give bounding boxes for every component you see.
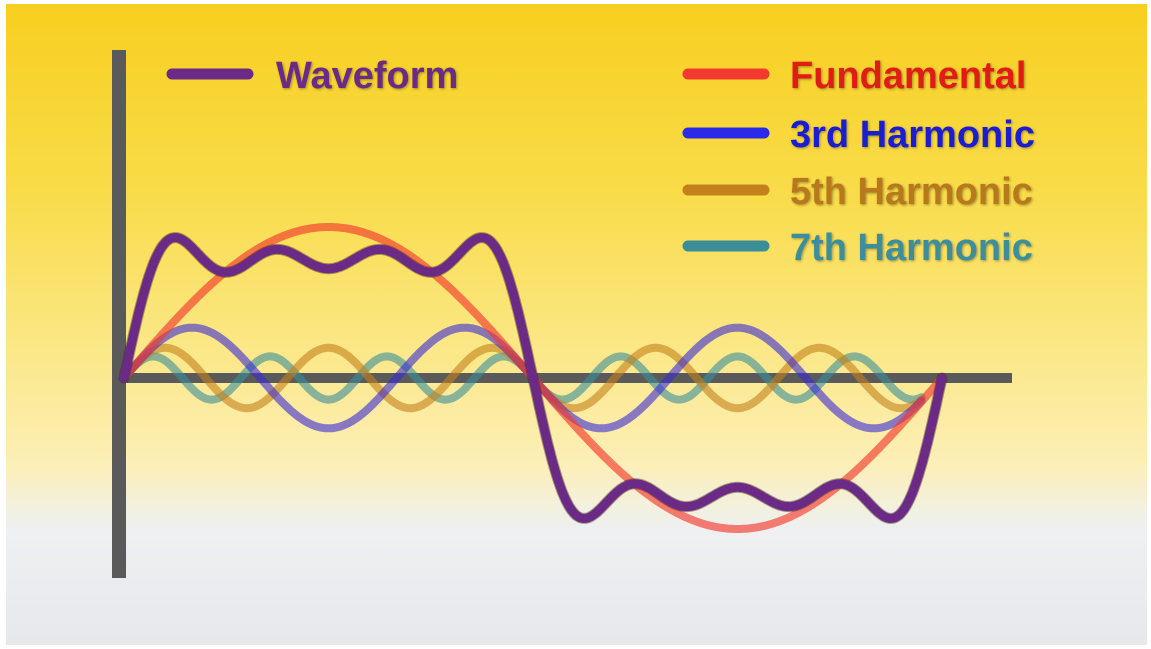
legend-label-5th-harmonic: 5th Harmonic [790,171,1033,213]
legend: Waveform Fundamental 3rd Harmonic 5th Ha… [166,55,1035,269]
legend-label-3rd-harmonic: 3rd Harmonic [790,114,1035,156]
legend-item-fundamental: Fundamental [682,55,1026,97]
legend-label-7th-harmonic: 7th Harmonic [790,227,1033,269]
legend-item-5th-harmonic: 5th Harmonic [682,171,1033,213]
series-layer [118,223,948,533]
legend-label-fundamental: Fundamental [790,55,1026,97]
legend-label-waveform: Waveform [276,55,458,97]
legend-item-7th-harmonic: 7th Harmonic [682,227,1033,269]
legend-item-3rd-harmonic: 3rd Harmonic [682,114,1035,156]
waveform-line [119,233,947,523]
legend-item-waveform: Waveform [166,55,458,97]
